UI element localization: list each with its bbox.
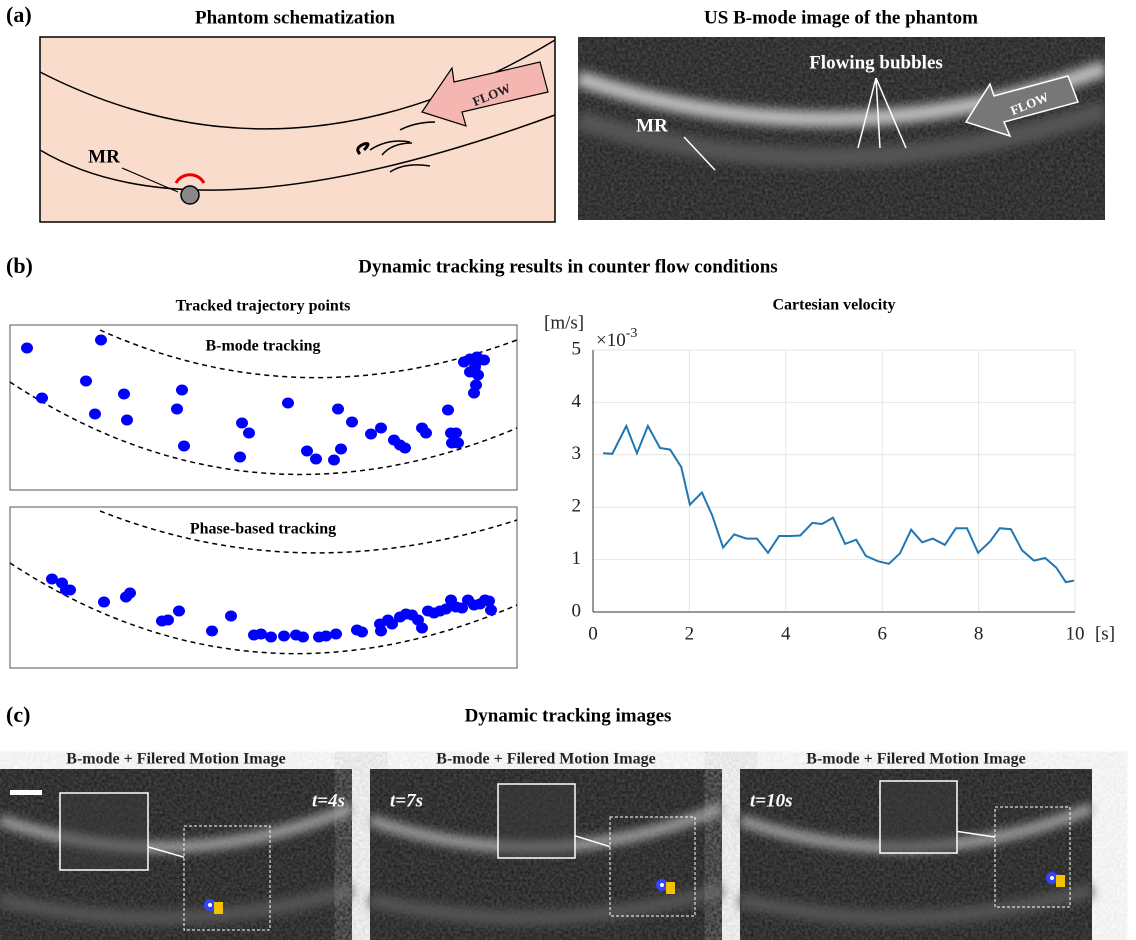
inset (498, 784, 575, 858)
point (206, 626, 218, 637)
motion-blob (1056, 875, 1065, 887)
x-tick-label: 6 (877, 623, 887, 644)
point (399, 443, 411, 454)
plot-area (593, 350, 1075, 612)
x-tick-label: 10 (1066, 623, 1085, 644)
x-tick-label: 2 (685, 623, 695, 644)
multiplier: ×10-3 (596, 326, 637, 351)
y-tick-label: 4 (572, 391, 582, 412)
y-tick-label: 3 (572, 443, 582, 464)
x-tick-label: 8 (974, 623, 984, 644)
point (468, 388, 480, 399)
point (278, 631, 290, 642)
point (330, 629, 342, 640)
point (162, 615, 174, 626)
point (243, 428, 255, 439)
point (118, 389, 130, 400)
point (346, 417, 358, 428)
mr-label: MR (636, 115, 668, 136)
y-tick-label: 2 (572, 496, 582, 517)
chart-title: Tracked trajectory points (176, 298, 351, 315)
point (464, 367, 476, 378)
y-axis-label: [m/s] (544, 312, 584, 333)
frame-title: B-mode + Filered Motion Image (806, 751, 1025, 768)
time-label: t=7s (390, 790, 423, 811)
point (301, 446, 313, 457)
motion-blob (666, 882, 675, 894)
frames: B-mode + Filered Motion Image t=4s B-mode … (0, 751, 1092, 940)
frame-title: B-mode + Filered Motion Image (66, 751, 285, 768)
panel-title: Phantom schematization (195, 7, 395, 28)
y-tick-label: 5 (572, 338, 582, 359)
point (236, 418, 248, 429)
point (375, 423, 387, 434)
point (310, 454, 322, 465)
point (64, 585, 76, 596)
bmode-image: FLOW MR Flowing bubbles (578, 37, 1105, 220)
x-tick-label: 4 (781, 623, 791, 644)
point (452, 438, 464, 449)
point (485, 605, 497, 616)
point (265, 632, 277, 643)
panel-title: Dynamic tracking results in counter flow… (358, 256, 777, 277)
chart-title: Phase-based tracking (190, 521, 336, 538)
bubbles-label: Flowing bubbles (809, 52, 943, 73)
chart-title: Cartesian velocity (772, 297, 895, 314)
panel-label: (a) (6, 2, 32, 27)
point (95, 335, 107, 346)
motion-blob (214, 902, 223, 914)
point (173, 606, 185, 617)
mr-label: MR (88, 146, 120, 167)
point (356, 627, 368, 638)
panel-title: US B-mode image of the phantom (704, 7, 978, 28)
x-axis-label: [s] (1095, 623, 1115, 644)
panel-title: Dynamic tracking images (465, 705, 672, 726)
robot-dot (208, 903, 212, 907)
point (36, 393, 48, 404)
point (234, 452, 246, 463)
frame-title: B-mode + Filered Motion Image (436, 751, 655, 768)
point (420, 428, 432, 439)
point (124, 588, 136, 599)
panel-label: (b) (6, 253, 33, 278)
point (328, 455, 340, 466)
robot-dot (1050, 876, 1054, 880)
point (416, 623, 428, 634)
point (450, 428, 462, 439)
time-label: t=4s (312, 790, 345, 811)
multiplier-exponent: -3 (626, 326, 638, 341)
figure: (a) Phantom schematization US B-mode ima… (0, 0, 1136, 940)
point (471, 352, 483, 363)
point (335, 444, 347, 455)
panel-label: (c) (6, 702, 30, 727)
inset (880, 781, 957, 853)
point (282, 398, 294, 409)
point (365, 429, 377, 440)
scale-bar (10, 790, 42, 795)
point (176, 385, 188, 396)
point (375, 626, 387, 637)
time-label: t=10s (750, 790, 793, 811)
point (80, 376, 92, 387)
chart-title: B-mode tracking (205, 338, 320, 355)
point (121, 415, 133, 426)
point (320, 631, 332, 642)
x-tick-label: 0 (588, 623, 598, 644)
point (21, 343, 33, 354)
point (442, 405, 454, 416)
point (89, 409, 101, 420)
point (98, 597, 110, 608)
point (178, 441, 190, 452)
schematic: FLOW MR (40, 37, 555, 222)
robot-dot (660, 883, 664, 887)
point (225, 611, 237, 622)
y-tick-label: 1 (572, 548, 582, 569)
point (297, 632, 309, 643)
point (332, 404, 344, 415)
inset (60, 793, 148, 870)
y-tick-label: 0 (572, 600, 582, 621)
point (171, 404, 183, 415)
multiplier-base: ×10 (596, 330, 626, 351)
